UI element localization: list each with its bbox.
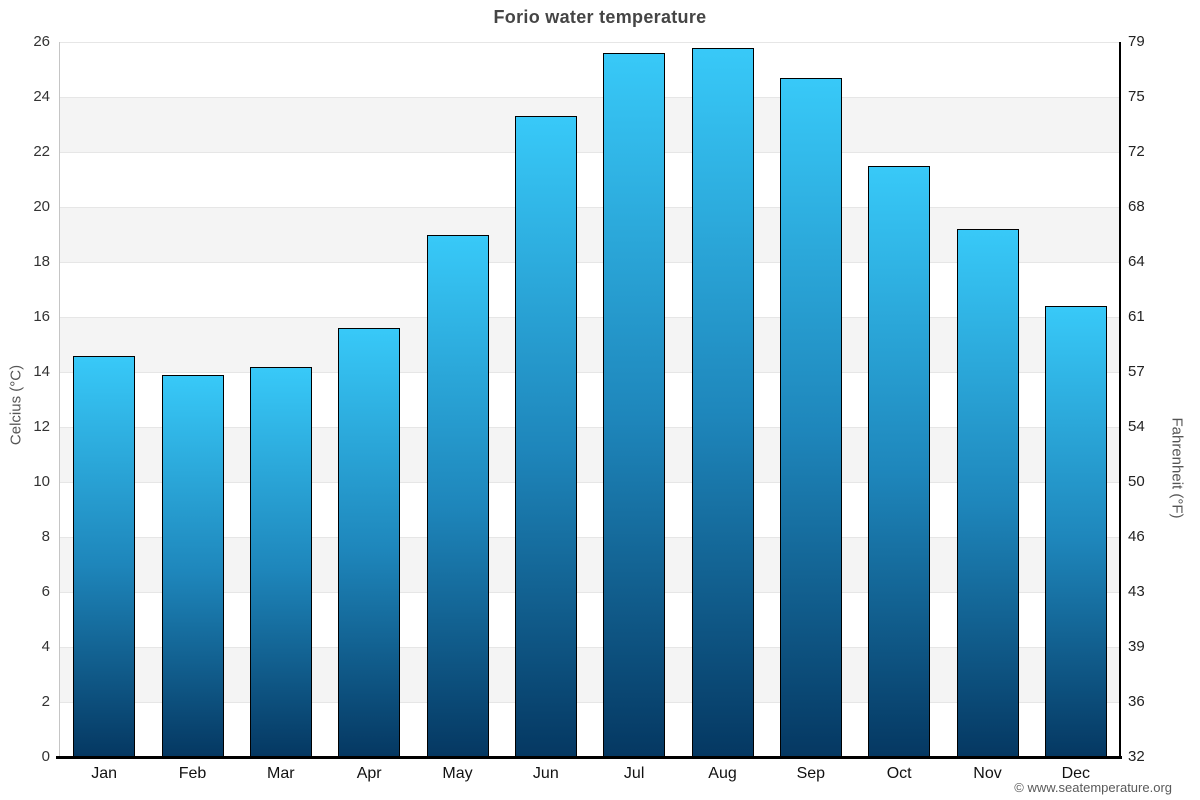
xtick-nov: Nov: [973, 765, 1002, 782]
xtick-jan: Jan: [91, 765, 118, 782]
ytick-celsius-2: 2: [41, 693, 50, 710]
credits-link[interactable]: © www.seatemperature.org: [1014, 780, 1172, 795]
gridline-6: [60, 592, 1120, 593]
gridline-10: [60, 482, 1120, 483]
ytick-fahrenheit-61: 61: [1128, 308, 1145, 325]
xtick-dec: Dec: [1061, 765, 1091, 782]
bar-nov[interactable]: [956, 229, 1019, 757]
ytick-celsius-22: 22: [33, 143, 50, 160]
ytick-celsius-20: 20: [33, 198, 50, 215]
ytick-fahrenheit-72: 72: [1128, 143, 1145, 160]
ytick-celsius-0: 0: [41, 748, 50, 765]
plot-band-2-4: [60, 647, 1120, 702]
gridline-18: [60, 262, 1120, 263]
ytick-celsius-12: 12: [33, 418, 50, 435]
ytick-fahrenheit-36: 36: [1128, 693, 1145, 710]
ytick-celsius-26: 26: [33, 33, 50, 50]
bar-aug[interactable]: [691, 47, 754, 757]
gridline-24: [60, 97, 1120, 98]
bar-jul[interactable]: [603, 53, 666, 757]
ytick-fahrenheit-54: 54: [1128, 418, 1145, 435]
ytick-celsius-18: 18: [33, 253, 50, 270]
bar-apr[interactable]: [338, 328, 401, 757]
y-axis-title-celsius: Celcius (°C): [7, 364, 25, 446]
plot-band-18-20: [60, 207, 1120, 262]
xtick-apr: Apr: [356, 765, 382, 782]
gridline-2: [60, 702, 1120, 703]
ytick-celsius-14: 14: [33, 363, 50, 380]
ytick-fahrenheit-64: 64: [1128, 253, 1145, 270]
xtick-jul: Jul: [623, 765, 645, 782]
bar-may[interactable]: [426, 234, 489, 757]
ytick-fahrenheit-39: 39: [1128, 638, 1145, 655]
ytick-fahrenheit-50: 50: [1128, 473, 1145, 490]
gridline-12: [60, 427, 1120, 428]
xtick-jun: Jun: [532, 765, 559, 782]
bar-dec[interactable]: [1044, 306, 1107, 757]
gridline-20: [60, 207, 1120, 208]
y-axis-title-fahrenheit: Fahrenheit (°F): [1168, 417, 1186, 519]
xtick-aug: Aug: [708, 765, 737, 782]
plot-band-22-24: [60, 97, 1120, 152]
ytick-fahrenheit-68: 68: [1128, 198, 1145, 215]
plot-band-10-12: [60, 427, 1120, 482]
gridline-4: [60, 647, 1120, 648]
ytick-celsius-24: 24: [33, 88, 50, 105]
y-axis-line-fahrenheit: [1119, 42, 1121, 757]
ytick-celsius-8: 8: [41, 528, 50, 545]
ytick-fahrenheit-79: 79: [1128, 33, 1145, 50]
ytick-fahrenheit-75: 75: [1128, 88, 1145, 105]
bar-sep[interactable]: [779, 77, 842, 757]
gridline-8: [60, 537, 1120, 538]
xtick-mar: Mar: [267, 765, 295, 782]
ytick-celsius-10: 10: [33, 473, 50, 490]
xtick-feb: Feb: [178, 765, 207, 782]
ytick-celsius-6: 6: [41, 583, 50, 600]
ytick-fahrenheit-57: 57: [1128, 363, 1145, 380]
xtick-may: May: [442, 765, 473, 782]
gridline-22: [60, 152, 1120, 153]
gridline-26: [60, 42, 1120, 43]
ytick-fahrenheit-43: 43: [1128, 583, 1145, 600]
xtick-sep: Sep: [796, 765, 826, 782]
gridline-14: [60, 372, 1120, 373]
plot-area: [60, 42, 1120, 757]
bar-oct[interactable]: [868, 165, 931, 757]
x-axis-line: [56, 756, 1122, 759]
xtick-oct: Oct: [886, 765, 912, 782]
bar-jun[interactable]: [514, 116, 577, 757]
ytick-fahrenheit-32: 32: [1128, 748, 1145, 765]
y-axis-line-celsius: [59, 42, 60, 757]
bar-jan[interactable]: [73, 355, 136, 757]
ytick-celsius-16: 16: [33, 308, 50, 325]
gridline-16: [60, 317, 1120, 318]
bar-feb[interactable]: [161, 374, 224, 757]
plot-band-6-8: [60, 537, 1120, 592]
plot-band-14-16: [60, 317, 1120, 372]
bar-mar[interactable]: [249, 366, 312, 757]
chart-title: Forio water temperature: [493, 7, 707, 27]
ytick-celsius-4: 4: [41, 638, 50, 655]
ytick-fahrenheit-46: 46: [1128, 528, 1145, 545]
